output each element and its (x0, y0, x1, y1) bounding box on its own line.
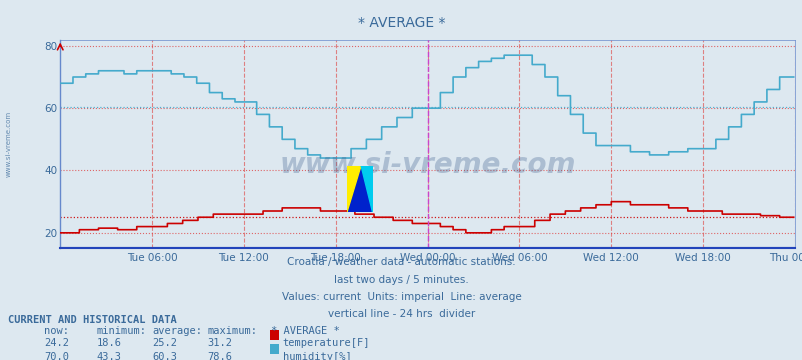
Text: 70.0: 70.0 (44, 352, 69, 360)
Polygon shape (346, 166, 372, 212)
Text: 24.2: 24.2 (44, 338, 69, 348)
Text: maximum:: maximum: (207, 326, 257, 336)
Text: last two days / 5 minutes.: last two days / 5 minutes. (334, 275, 468, 285)
Polygon shape (346, 166, 372, 212)
Text: 43.3: 43.3 (96, 352, 121, 360)
Text: humidity[%]: humidity[%] (282, 352, 351, 360)
Polygon shape (346, 166, 361, 212)
Text: CURRENT AND HISTORICAL DATA: CURRENT AND HISTORICAL DATA (8, 315, 176, 325)
Text: minimum:: minimum: (96, 326, 146, 336)
Polygon shape (346, 166, 372, 212)
Text: 18.6: 18.6 (96, 338, 121, 348)
Text: 60.3: 60.3 (152, 352, 177, 360)
Text: average:: average: (152, 326, 202, 336)
Text: vertical line - 24 hrs  divider: vertical line - 24 hrs divider (327, 309, 475, 319)
Text: * AVERAGE *: * AVERAGE * (271, 326, 340, 336)
Text: www.si-vreme.com: www.si-vreme.com (279, 151, 575, 179)
Text: 78.6: 78.6 (207, 352, 232, 360)
Text: now:: now: (44, 326, 69, 336)
Polygon shape (361, 166, 372, 212)
Text: temperature[F]: temperature[F] (282, 338, 370, 348)
Text: www.si-vreme.com: www.si-vreme.com (6, 111, 11, 177)
Text: 31.2: 31.2 (207, 338, 232, 348)
Text: * AVERAGE *: * AVERAGE * (358, 16, 444, 30)
Text: 25.2: 25.2 (152, 338, 177, 348)
Text: Values: current  Units: imperial  Line: average: Values: current Units: imperial Line: av… (282, 292, 520, 302)
Text: Croatia / weather data - automatic stations.: Croatia / weather data - automatic stati… (287, 257, 515, 267)
